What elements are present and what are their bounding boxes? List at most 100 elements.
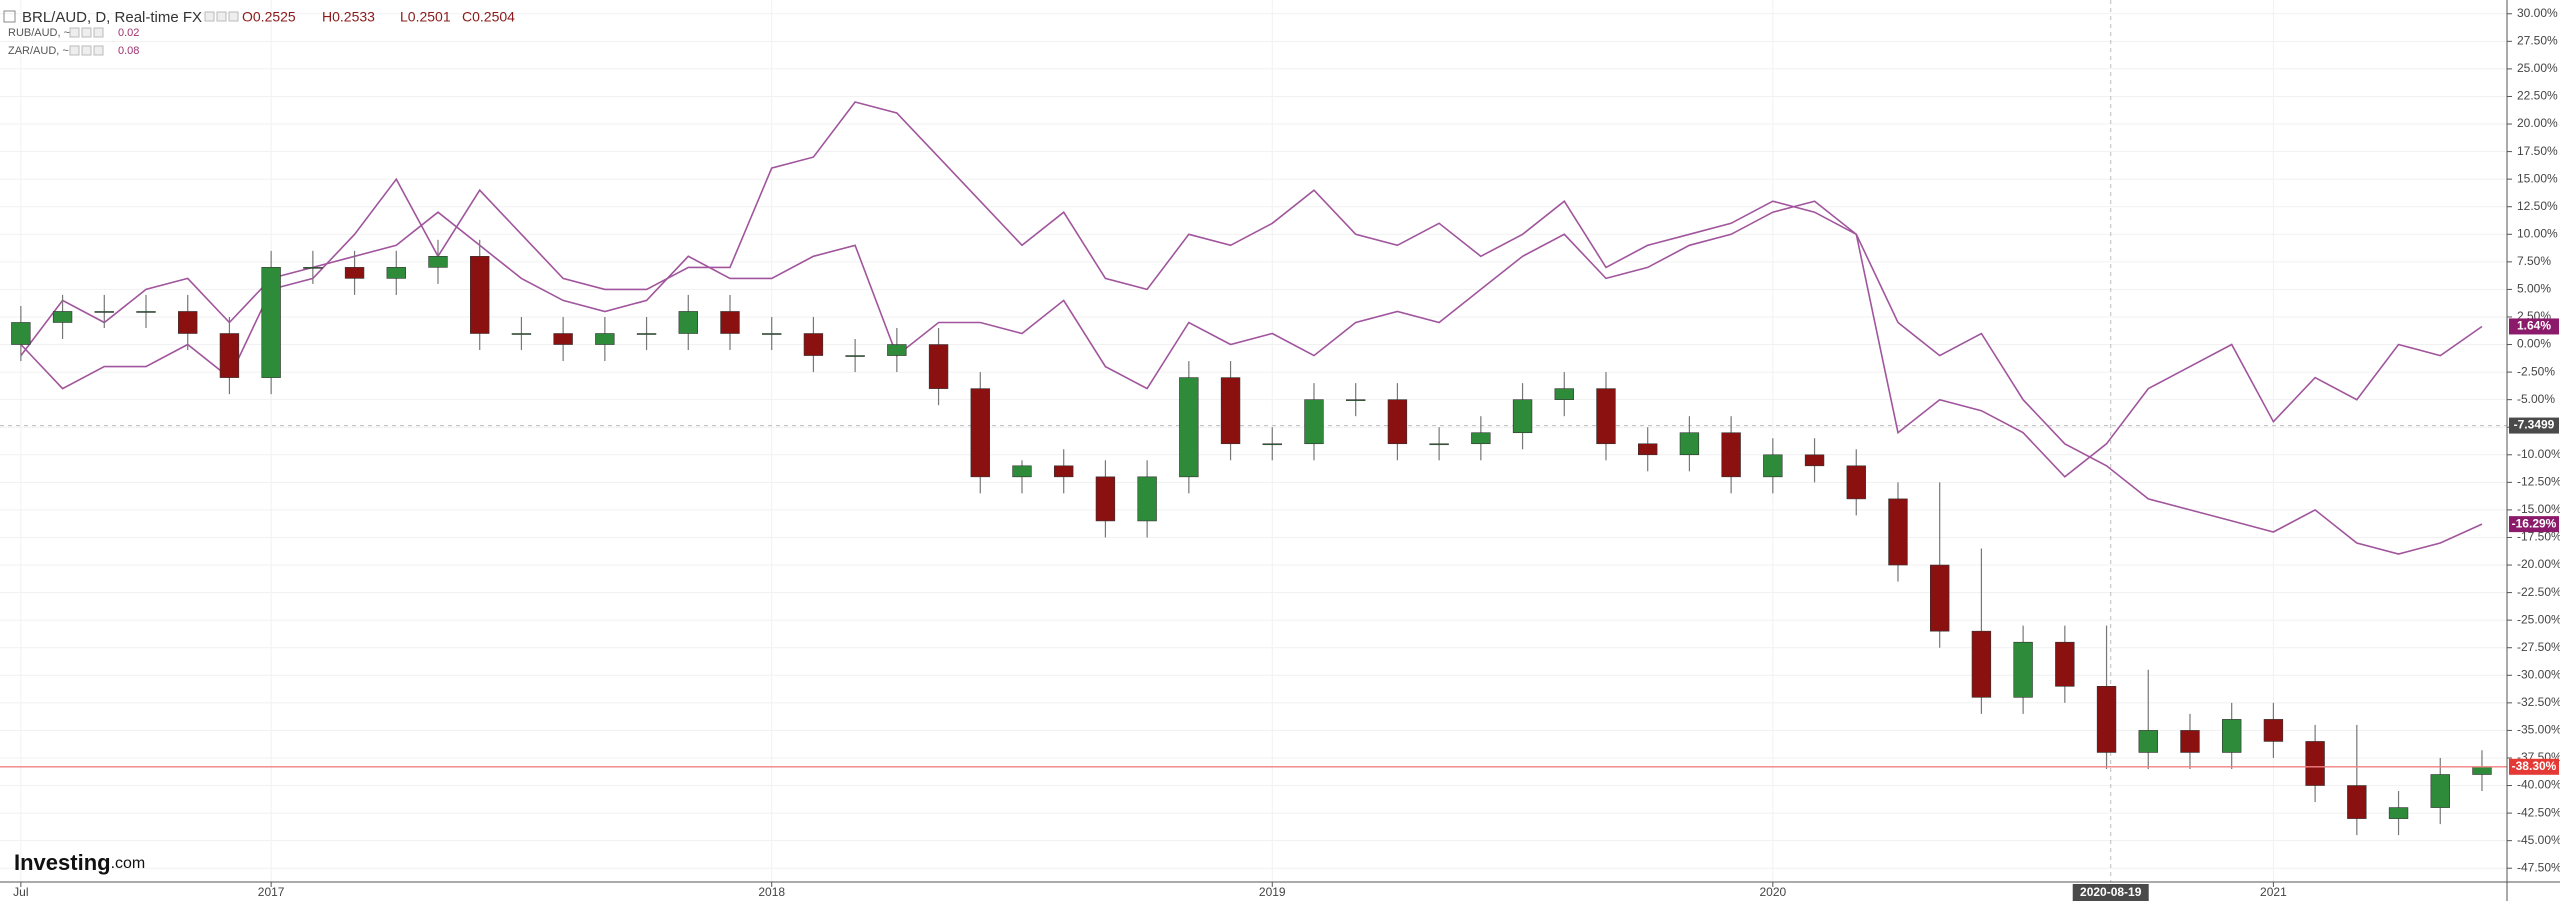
y-tick-label: -5.00% <box>2517 392 2555 406</box>
candle-body <box>1262 443 1282 446</box>
candle-body <box>1429 443 1449 446</box>
icon[interactable] <box>69 45 80 56</box>
y-tick-label: 7.50% <box>2517 254 2551 268</box>
candle-body <box>136 311 156 313</box>
y-tick-label: -2.50% <box>2517 364 2555 378</box>
candle-body <box>386 267 406 279</box>
candle-last-label: -38.30% <box>2512 759 2557 773</box>
candle-body <box>970 388 990 478</box>
candle-body <box>595 333 615 345</box>
candle-body <box>678 311 698 334</box>
icon[interactable] <box>81 45 92 56</box>
candle-body <box>1554 388 1574 400</box>
y-tick-label: -20.00% <box>2517 557 2560 571</box>
candle-body <box>1137 476 1157 522</box>
candle-body <box>720 311 740 334</box>
candle-body <box>1220 377 1241 445</box>
candle-body <box>2180 730 2200 753</box>
candle-body <box>2055 641 2075 687</box>
candle-body <box>1346 399 1366 401</box>
y-tick-label: -35.00% <box>2517 723 2560 737</box>
icon[interactable] <box>93 27 104 38</box>
candle-body <box>1012 465 1032 478</box>
candle-body <box>1095 476 1116 522</box>
legend-value: 0.08 <box>118 45 139 57</box>
candle-body <box>2013 641 2033 698</box>
candle-last-label-bg <box>2509 758 2559 775</box>
candle-body <box>344 267 365 279</box>
series-last-label-bg <box>2509 516 2559 533</box>
candle-body <box>553 333 573 345</box>
series-line <box>20 101 2483 555</box>
candle-body <box>261 267 281 378</box>
series-last-label-bg <box>2509 318 2559 335</box>
candle-body <box>428 256 448 268</box>
candle-body <box>887 344 907 356</box>
collapse-icon[interactable] <box>3 10 16 23</box>
candle-body <box>1846 465 1866 500</box>
candle-body <box>1471 432 1491 445</box>
y-tick-label: -42.50% <box>2517 805 2560 819</box>
candle-body <box>1387 399 1408 445</box>
y-tick-label: 27.50% <box>2517 34 2558 48</box>
y-tick-label: 22.50% <box>2517 89 2558 103</box>
candle-body <box>1971 630 1992 698</box>
series-last-label: -16.29% <box>2512 516 2557 530</box>
icon[interactable] <box>69 27 80 38</box>
candle-body <box>511 333 532 335</box>
ohlc-value: H0.2533 <box>322 9 375 25</box>
candle-body <box>178 311 198 334</box>
legend-label: ZAR/AUD, ~ <box>8 45 69 57</box>
candle-body <box>928 344 949 389</box>
y-tick-label: -15.00% <box>2517 502 2560 516</box>
icon[interactable] <box>81 27 92 38</box>
candle-body <box>2347 785 2367 819</box>
candle-body <box>803 333 824 356</box>
x-tick-label: 2019 <box>1259 885 1286 899</box>
candle-body <box>1054 465 1074 478</box>
candle-body <box>2388 807 2409 819</box>
candle-body <box>762 333 782 335</box>
y-tick-label: 5.00% <box>2517 282 2551 296</box>
y-tick-label: -10.00% <box>2517 447 2560 461</box>
candle-body <box>94 311 114 313</box>
candle-body <box>1638 443 1658 456</box>
y-tick-label: 10.00% <box>2517 226 2558 240</box>
candle-body <box>1721 432 1741 478</box>
icon[interactable] <box>228 11 239 22</box>
candle-body <box>11 322 31 345</box>
y-tick-label: 30.00% <box>2517 6 2558 20</box>
candle-body <box>1512 399 1533 434</box>
candle-body <box>1888 498 1908 566</box>
candle-body <box>2305 741 2325 786</box>
candle-body <box>2472 766 2492 775</box>
y-tick-label: 25.00% <box>2517 61 2558 75</box>
candle-body <box>2222 719 2242 753</box>
y-tick-label: -30.00% <box>2517 667 2560 681</box>
candle-body <box>636 333 657 335</box>
candle-body <box>470 256 490 334</box>
candle-body <box>2430 774 2450 808</box>
candle-body <box>1930 564 1950 632</box>
logo-main: Investing <box>14 850 111 875</box>
series-last-label: 1.64% <box>2517 319 2551 333</box>
y-tick-label: -22.50% <box>2517 585 2560 599</box>
icon[interactable] <box>216 11 227 22</box>
plot <box>0 0 2507 882</box>
logo-suffix: .com <box>111 855 146 872</box>
candle-body <box>2263 719 2284 742</box>
candle-body <box>1304 399 1324 445</box>
x-tick-label: 2020 <box>1759 885 1786 899</box>
legend-label: RUB/AUD, ~ <box>8 27 70 39</box>
icon[interactable] <box>204 11 215 22</box>
x-tick-label: 2021 <box>2260 885 2287 899</box>
candle-body <box>52 311 73 323</box>
candle-body <box>219 333 240 378</box>
x-tick-label: 2018 <box>758 885 785 899</box>
legend-value: 0.02 <box>118 27 139 39</box>
crosshair-x-label: 2020-08-19 <box>2080 885 2142 899</box>
y-tick-label: -12.50% <box>2517 475 2560 489</box>
icon[interactable] <box>93 45 104 56</box>
